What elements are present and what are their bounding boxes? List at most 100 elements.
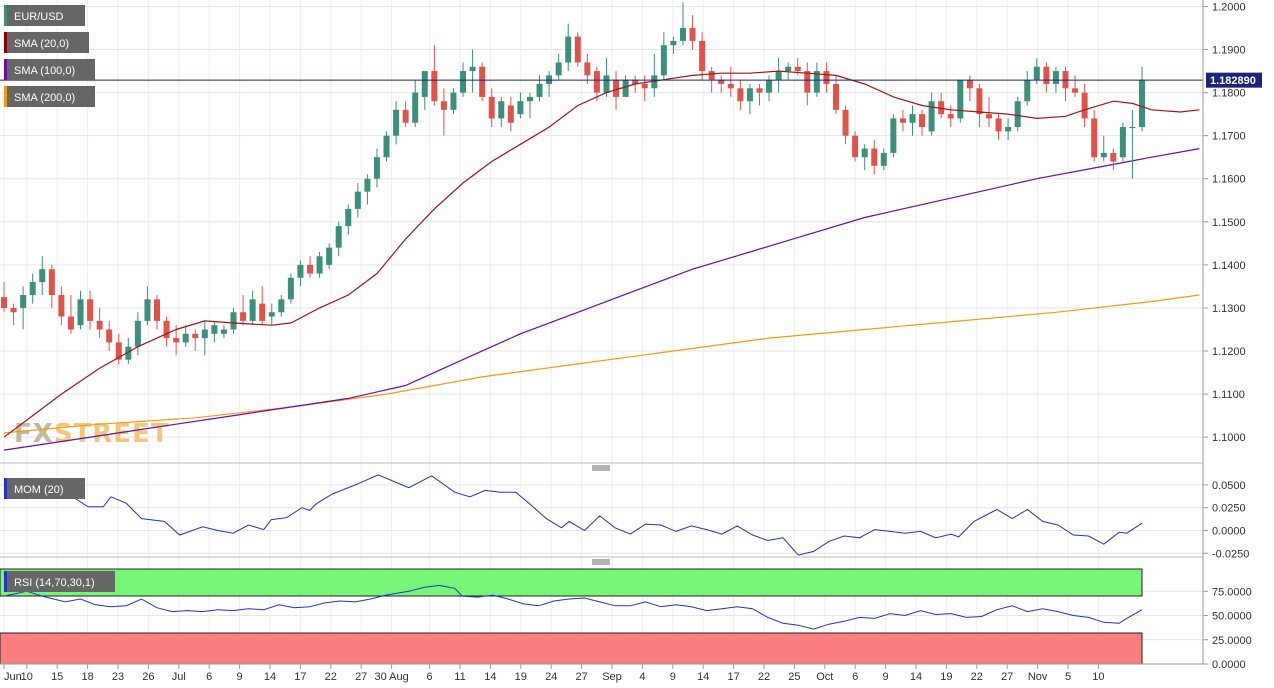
- candle-bullish: [1052, 71, 1059, 84]
- legend-sma-20[interactable]: SMA (20,0): [4, 32, 89, 53]
- momentum-panel[interactable]: [0, 474, 1203, 556]
- legend-eurusd[interactable]: EUR/USD: [4, 5, 85, 26]
- price-tick-label: 1.1500: [1212, 217, 1246, 229]
- price-tick-label: 1.1400: [1212, 260, 1246, 272]
- time-tick-label: Sep: [602, 671, 622, 683]
- rsi-line: [3, 584, 1143, 630]
- price-tick-label: 1.1900: [1212, 45, 1246, 57]
- candle-bullish: [498, 101, 505, 119]
- candle-bearish: [708, 71, 715, 80]
- price-tick-label: 1.1200: [1212, 346, 1246, 358]
- candle-bullish: [182, 333, 189, 343]
- candle-bullish: [393, 109, 400, 136]
- candle-bearish: [985, 114, 992, 119]
- candle-bullish: [345, 208, 352, 227]
- candle-bearish: [966, 79, 973, 89]
- time-tick-label: 17: [727, 671, 739, 683]
- time-tick-label: 10: [1092, 671, 1104, 683]
- candle-bearish: [115, 342, 122, 360]
- candle-bearish: [1, 297, 7, 308]
- candle-bullish: [1119, 127, 1126, 158]
- candle-bullish: [775, 71, 782, 80]
- candle-bearish: [574, 36, 581, 63]
- candle-bearish: [842, 109, 849, 136]
- price-tick-label: 1.1600: [1212, 174, 1246, 186]
- sma-100-layer: [3, 148, 1200, 451]
- rsi-tick-label: 25.0000: [1212, 635, 1252, 647]
- resize-handle-1[interactable]: [592, 465, 610, 471]
- candle-bearish: [852, 135, 859, 158]
- candle-bullish: [766, 79, 773, 93]
- candle-bullish: [651, 75, 658, 89]
- time-tick-label: 27: [355, 671, 367, 683]
- price-tick-label: 1.1100: [1212, 389, 1245, 401]
- candle-bearish: [976, 88, 983, 115]
- candle-bullish: [1024, 79, 1031, 102]
- candle-bearish: [479, 66, 486, 97]
- candle-bearish: [431, 71, 438, 102]
- time-tick-label: 26: [142, 671, 154, 683]
- candle-bearish: [938, 101, 945, 115]
- candle-bullish: [622, 79, 629, 97]
- candle-bearish: [1081, 92, 1088, 119]
- sma-200-layer: [3, 294, 1200, 434]
- price-axis[interactable]: [1203, 0, 1274, 688]
- legend-sma-200[interactable]: SMA (200,0): [4, 86, 95, 107]
- candle-bullish: [134, 320, 141, 347]
- candle-bullish: [1129, 127, 1136, 129]
- resize-handle-2[interactable]: [592, 559, 610, 565]
- time-tick-label: 19: [515, 671, 527, 683]
- time-tick-label: 6: [206, 671, 212, 683]
- candle-bearish: [832, 83, 839, 110]
- candle-bullish: [469, 66, 476, 72]
- legend-momentum[interactable]: MOM (20): [4, 478, 85, 499]
- candle-bullish: [383, 135, 390, 158]
- legend-sma-100[interactable]: SMA (100,0): [4, 59, 95, 80]
- candle-bullish: [880, 152, 887, 166]
- candle-bullish: [1100, 152, 1107, 158]
- time-tick-label: 9: [237, 671, 243, 683]
- time-tick-label: 22: [971, 671, 983, 683]
- momentum-tick-label: 0.0000: [1212, 525, 1246, 537]
- candle-bullish: [297, 264, 304, 278]
- candle-bullish: [249, 299, 256, 321]
- legend-rsi[interactable]: RSI (14,70,30,1): [4, 571, 115, 592]
- time-tick-label: 14: [910, 671, 922, 683]
- price-tick-label: 1.1700: [1212, 131, 1246, 143]
- time-tick-label: 19: [940, 671, 952, 683]
- candle-bearish: [488, 96, 495, 119]
- svg-text:SMA (200,0): SMA (200,0): [14, 92, 75, 104]
- candle-bearish: [1072, 88, 1079, 93]
- time-tick-label: 17: [294, 671, 306, 683]
- candle-bullish: [77, 299, 84, 326]
- candle-bearish: [67, 316, 74, 330]
- candle-bearish: [871, 148, 878, 166]
- candle-bullish: [412, 92, 419, 123]
- candle-bullish: [39, 269, 46, 283]
- candle-bullish: [20, 295, 27, 308]
- candle-bearish: [718, 79, 725, 84]
- sma-20-layer: [3, 70, 1200, 438]
- candle-bearish: [307, 264, 314, 274]
- time-tick-label: 6: [852, 671, 858, 683]
- candle-bullish: [354, 191, 361, 209]
- candle-bullish: [679, 27, 686, 41]
- price-panel[interactable]: [0, 0, 1203, 463]
- candle-bullish: [890, 118, 897, 153]
- candle-bearish: [440, 101, 447, 110]
- rsi-tick-label: 50.0000: [1212, 611, 1252, 623]
- momentum-layer: [3, 474, 1143, 556]
- svg-text:RSI (14,70,30,1): RSI (14,70,30,1): [14, 577, 95, 589]
- candle-bullish: [144, 299, 151, 321]
- candle-bearish: [737, 88, 744, 102]
- candle-bullish: [1139, 79, 1145, 128]
- time-tick-label: 22: [325, 671, 337, 683]
- candle-bearish: [240, 312, 247, 321]
- candle-bearish: [593, 71, 600, 93]
- candle-bullish: [517, 101, 524, 115]
- price-tick-label: 1.1800: [1212, 88, 1246, 100]
- candle-bullish: [1005, 127, 1012, 132]
- svg-text:MOM (20): MOM (20): [14, 484, 64, 496]
